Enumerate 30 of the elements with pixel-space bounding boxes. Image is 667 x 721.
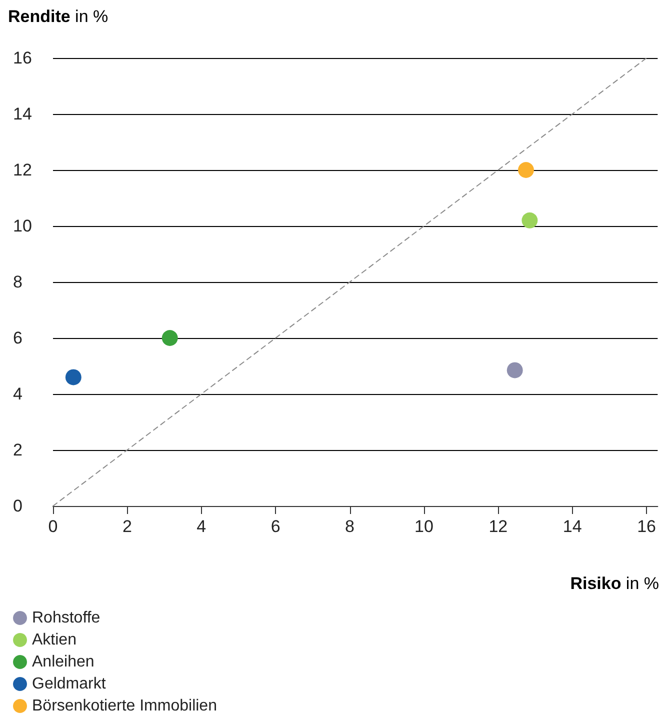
x-tick-label: 8 [345,517,355,536]
x-tick-label: 4 [196,517,206,536]
legend-label: Rohstoffe [32,610,100,626]
y-tick-label: 10 [13,216,32,236]
y-tick-label: 0 [13,496,22,516]
y-tick-label: 6 [13,328,22,348]
x-tick-label: 0 [48,517,58,536]
x-tick-label: 12 [488,517,508,536]
legend-label: Aktien [32,632,76,648]
y-tick-label: 12 [13,160,32,180]
y-tick-label: 16 [13,48,32,68]
legend-label: Geldmarkt [32,676,106,692]
y-tick-label: 2 [13,440,22,460]
x-axis-title: Risiko in % [570,574,660,593]
point [506,362,523,378]
x-tick-label: 2 [122,517,132,536]
y-tick-label: 14 [13,104,32,124]
x-tick-label: 16 [637,517,656,536]
x-tick-label: 14 [562,517,582,536]
y-tick-label: 8 [13,272,22,292]
legend-label: Anleihen [32,654,94,670]
x-tick-label: 6 [270,517,280,536]
y-tick-label: 4 [13,384,22,404]
point [522,212,538,228]
y-axis-title: Rendite in % [8,7,108,26]
point [65,369,82,386]
point [518,162,534,178]
x-tick-label: 10 [414,517,434,536]
point [162,330,178,346]
legend-label: Börsenkotierte Immobilien [32,698,217,714]
